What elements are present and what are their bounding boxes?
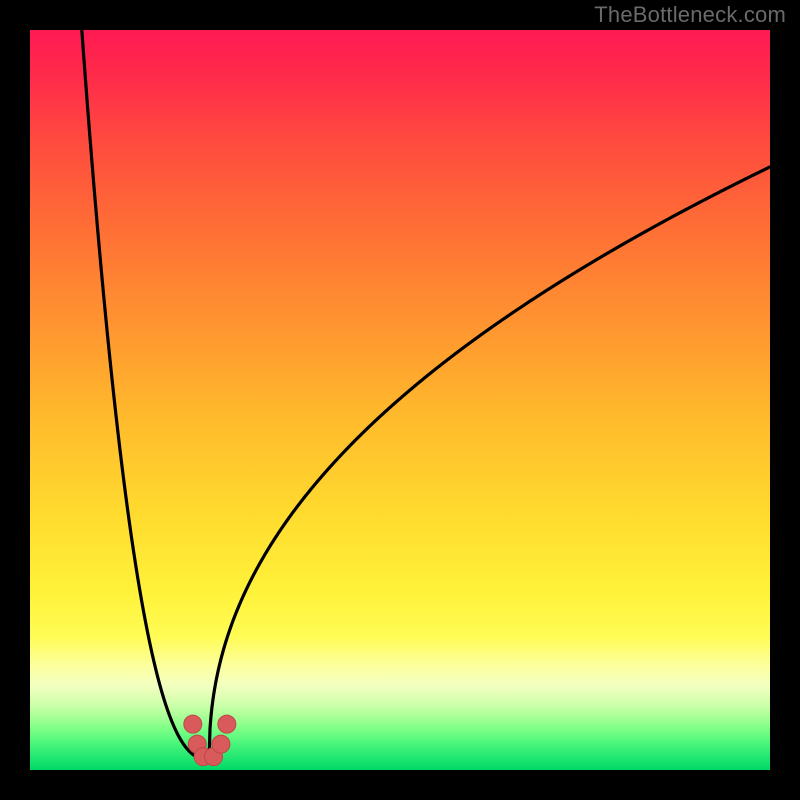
chart-container: { "meta": { "watermark": "TheBottleneck.… xyxy=(0,0,800,800)
plot-area xyxy=(30,30,770,770)
gradient-background xyxy=(30,30,770,770)
watermark-text: TheBottleneck.com xyxy=(594,2,786,28)
